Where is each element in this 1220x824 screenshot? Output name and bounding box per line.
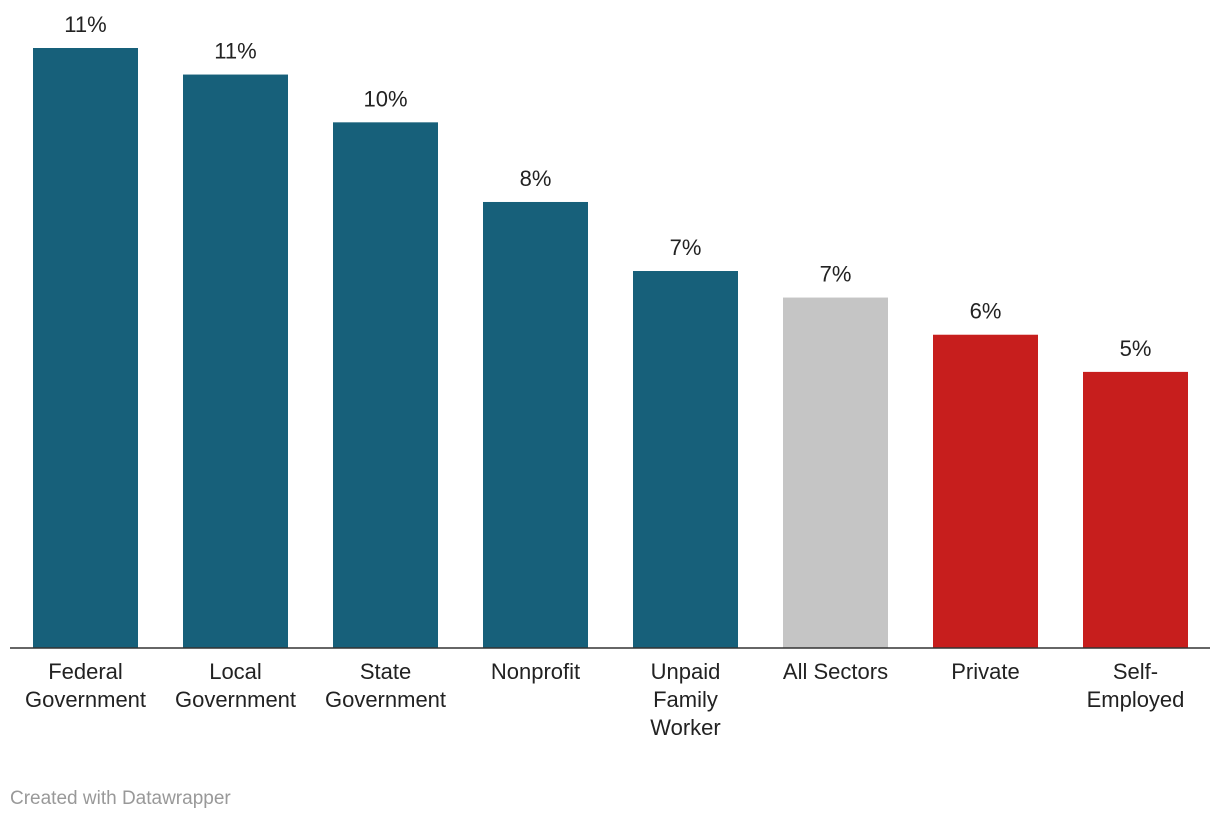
- x-tick-label: Nonprofit: [490, 659, 581, 684]
- x-tick-label: Private: [951, 659, 1020, 684]
- x-tick-label: Local Government: [174, 659, 297, 712]
- bar: [33, 48, 138, 648]
- value-label: 7%: [670, 235, 702, 260]
- value-label: 10%: [363, 86, 407, 111]
- x-tick-label: All Sectors: [782, 659, 889, 684]
- value-label: 11%: [64, 12, 106, 37]
- bar: [633, 271, 738, 648]
- x-tick-label: Self-Employed: [1086, 659, 1185, 712]
- bar: [933, 334, 1038, 648]
- value-label: 7%: [820, 262, 852, 287]
- value-label: 8%: [520, 166, 552, 191]
- bar: [783, 297, 888, 648]
- x-tick-label: State Government: [324, 659, 447, 712]
- value-label: 11%: [214, 39, 256, 64]
- bar: [483, 201, 588, 648]
- credit: Created with Datawrapper: [10, 788, 231, 809]
- value-label: 6%: [970, 299, 1002, 324]
- bar: [333, 122, 438, 648]
- value-label: 5%: [1120, 336, 1152, 361]
- x-tick-label: Federal Government: [24, 659, 147, 712]
- bar: [183, 74, 288, 648]
- bar: [1083, 371, 1188, 648]
- x-tick-label: Unpaid Family Worker: [650, 659, 721, 740]
